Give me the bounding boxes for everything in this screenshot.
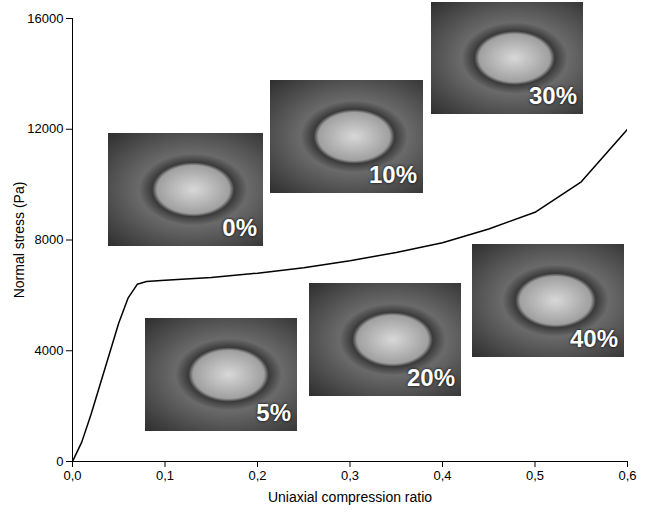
html-text:10%: 10%: [369, 161, 417, 188]
svg-text:4000: 4000: [35, 343, 64, 358]
html-text:30%: 30%: [529, 82, 577, 109]
svg-text:0,6: 0,6: [618, 468, 636, 483]
svg-text:0,2: 0,2: [248, 468, 266, 483]
svg-text:12000: 12000: [27, 121, 63, 136]
svg-text:Uniaxial compression ratio: Uniaxial compression ratio: [268, 489, 432, 505]
svg-text:0: 0: [56, 454, 63, 469]
html-text:40%: 40%: [570, 325, 618, 352]
svg-text:0,3: 0,3: [341, 468, 359, 483]
svg-text:0,5: 0,5: [526, 468, 544, 483]
svg-text:0,1: 0,1: [156, 468, 174, 483]
html-text:20%: 20%: [407, 364, 455, 391]
svg-text:0,4: 0,4: [433, 468, 451, 483]
html-text:0%: 0%: [222, 214, 257, 241]
svg-text:16000: 16000: [27, 11, 63, 26]
html-text:5%: 5%: [256, 399, 291, 426]
svg-text:Normal stress (Pa): Normal stress (Pa): [11, 182, 27, 299]
svg-text:0,0: 0,0: [63, 468, 81, 483]
svg-text:8000: 8000: [35, 232, 64, 247]
